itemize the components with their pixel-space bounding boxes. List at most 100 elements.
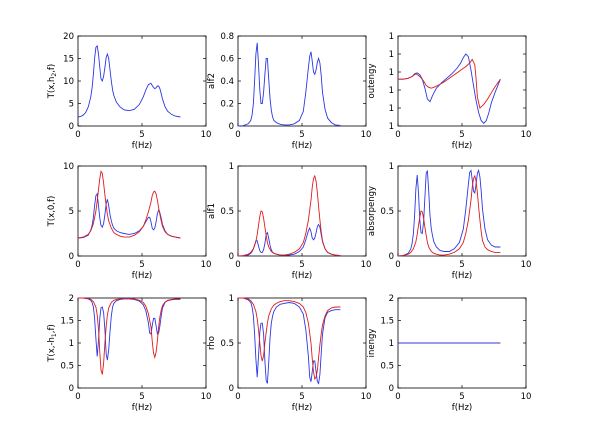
red-series-line — [238, 297, 341, 381]
red-series-line — [398, 58, 501, 109]
x-tick-label: 10 — [201, 130, 212, 140]
subplot-3: 0 5 10 1 1 1 1 1 1 f(Hz) outengy — [367, 32, 531, 151]
x-tick-label: 0 — [75, 392, 80, 402]
blue-series-line — [237, 42, 341, 127]
y-tick-label: 1 — [389, 32, 394, 42]
x-tick-label: 10 — [521, 130, 532, 140]
y-axis-label: T(x,0,f) — [47, 196, 57, 228]
y-tick-label: 5 — [69, 100, 74, 110]
y-tick-label: 1.5 — [60, 317, 74, 327]
y-tick-label: 0 — [229, 122, 234, 132]
y-axis-label: alf1 — [207, 203, 217, 219]
y-tick-label: 0.4 — [220, 77, 234, 87]
x-tick-label: 10 — [361, 260, 372, 270]
y-axis-label: outengy — [367, 64, 377, 99]
y-tick-label: 5 — [69, 207, 74, 217]
y-tick-label: 0.5 — [380, 207, 394, 217]
x-axis-label: f(Hz) — [452, 271, 472, 281]
y-tick-label: 20 — [63, 32, 74, 42]
subplot-9: 0 5 10 0 0.5 1 1.5 2 f(Hz) inengy — [367, 294, 531, 413]
x-tick-label: 5 — [299, 392, 304, 402]
subplot-4: 0 5 10 0 5 10 f(Hz) T(x,0,f) — [47, 162, 211, 281]
y-tick-label: 2 — [69, 294, 74, 304]
subplot-8: 0 5 10 0 0.5 1 f(Hz) rho — [207, 294, 371, 413]
subplot-6: 0 5 10 0 0.5 1 f(Hz) absorpengy — [367, 162, 531, 281]
blue-series-line — [238, 297, 341, 385]
x-axis-label: f(Hz) — [292, 141, 312, 151]
axes-box — [237, 165, 367, 257]
x-tick-label: 5 — [139, 130, 144, 140]
y-tick-label: 2 — [389, 294, 394, 304]
y-tick-label: 1 — [389, 68, 394, 78]
subplot-2: 0 5 10 0 0.2 0.4 0.6 0.8 f(Hz) alf2 — [207, 32, 371, 151]
x-axis-label: f(Hz) — [292, 403, 312, 413]
x-tick-label: 5 — [459, 130, 464, 140]
x-tick-label: 10 — [201, 260, 212, 270]
y-tick-label: 1 — [389, 162, 394, 172]
y-tick-label: 0.5 — [380, 362, 394, 372]
x-tick-label: 10 — [361, 130, 372, 140]
y-tick-label: 1 — [389, 122, 394, 132]
y-tick-label: 10 — [63, 77, 74, 87]
y-tick-label: 0.5 — [60, 362, 74, 372]
axes-box — [77, 35, 207, 127]
y-axis-label: alf2 — [207, 73, 217, 89]
y-tick-label: 0 — [69, 252, 74, 262]
blue-series-line — [77, 44, 181, 118]
y-tick-label: 0.6 — [220, 55, 234, 65]
blue-series-line — [398, 53, 501, 124]
axes-box — [77, 165, 207, 257]
x-tick-label: 5 — [299, 260, 304, 270]
axes-box — [77, 297, 207, 389]
x-axis-label: f(Hz) — [292, 271, 312, 281]
y-tick-label: 0 — [229, 384, 234, 394]
x-tick-label: 10 — [521, 260, 532, 270]
x-tick-label: 10 — [521, 392, 532, 402]
x-axis-label: f(Hz) — [452, 403, 472, 413]
x-tick-label: 5 — [139, 260, 144, 270]
red-series-line — [77, 170, 181, 239]
x-axis-label: f(Hz) — [452, 141, 472, 151]
x-tick-label: 0 — [235, 260, 240, 270]
x-axis-label: f(Hz) — [132, 271, 152, 281]
x-tick-label: 10 — [361, 392, 372, 402]
x-tick-label: 0 — [235, 392, 240, 402]
x-tick-label: 0 — [395, 392, 400, 402]
y-axis-label: rho — [207, 336, 217, 350]
x-tick-label: 0 — [395, 130, 400, 140]
blue-series-line — [397, 169, 501, 257]
x-tick-label: 0 — [235, 130, 240, 140]
y-tick-label: 1 — [389, 50, 394, 60]
x-axis-label: f(Hz) — [132, 141, 152, 151]
x-tick-label: 0 — [395, 260, 400, 270]
y-tick-label: 1 — [229, 162, 234, 172]
y-tick-label: 10 — [63, 162, 74, 172]
x-tick-label: 10 — [201, 392, 212, 402]
y-tick-label: 1 — [389, 86, 394, 96]
x-tick-label: 5 — [459, 260, 464, 270]
x-tick-label: 5 — [459, 392, 464, 402]
y-tick-label: 0 — [69, 384, 74, 394]
y-tick-label: 1 — [229, 294, 234, 304]
red-series-line — [397, 174, 501, 257]
red-series-line — [237, 174, 341, 257]
x-axis-label: f(Hz) — [132, 403, 152, 413]
x-tick-label: 0 — [75, 130, 80, 140]
y-tick-label: 15 — [63, 55, 74, 65]
axes-box — [397, 35, 527, 127]
y-tick-label: 0.2 — [220, 100, 234, 110]
y-tick-label: 1.5 — [380, 317, 394, 327]
y-tick-label: 0 — [389, 384, 394, 394]
y-tick-label: 0 — [69, 122, 74, 132]
subplot-7: 0 5 10 0 0.5 1 1.5 2 f(Hz) T(x,-h1,f) — [47, 294, 211, 413]
y-axis-label: T(x,-h1,f) — [47, 324, 58, 363]
y-tick-label: 0 — [389, 252, 394, 262]
x-tick-label: 5 — [139, 392, 144, 402]
y-tick-label: 1 — [389, 339, 394, 349]
y-tick-label: 0 — [229, 252, 234, 262]
y-axis-label: absorpengy — [367, 186, 377, 236]
y-axis-label: inengy — [367, 329, 377, 358]
y-axis-label: T(x,h2,f) — [47, 64, 58, 99]
y-tick-label: 0.5 — [220, 339, 234, 349]
